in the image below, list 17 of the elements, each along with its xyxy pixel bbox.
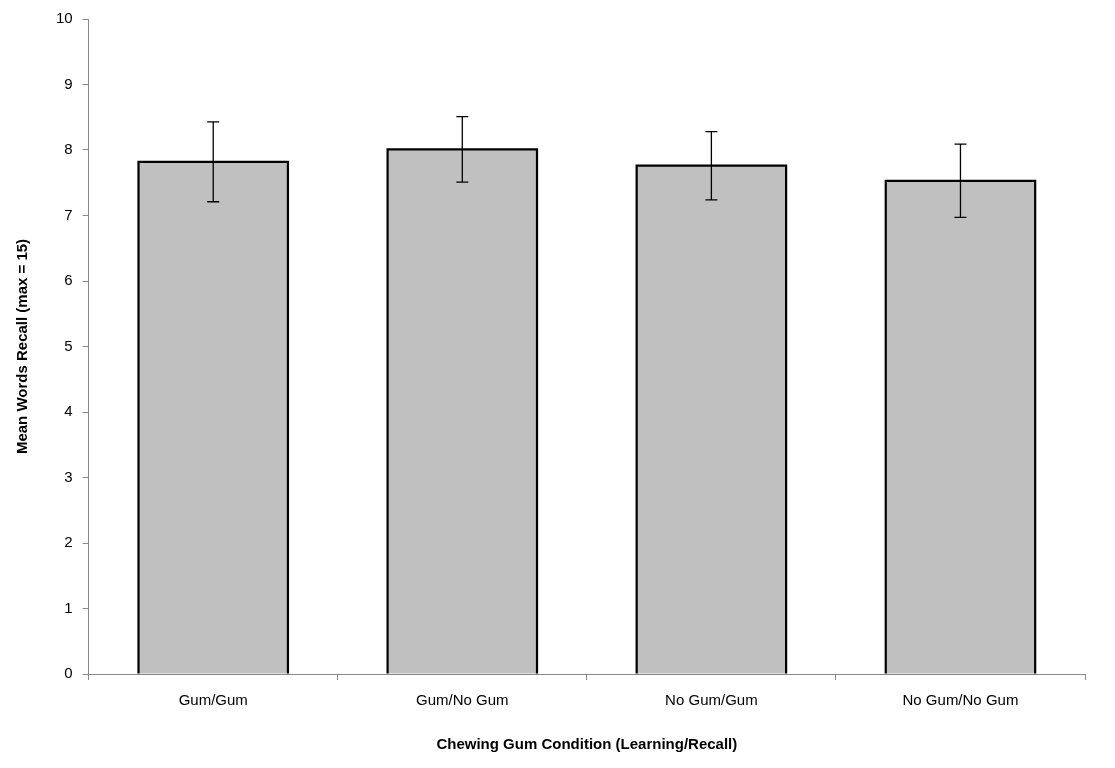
y-tick-label: 10	[56, 9, 73, 27]
y-tick-label: 1	[64, 598, 73, 616]
y-tick-label: 5	[64, 336, 73, 354]
x-axis-title: Chewing Gum Condition (Learning/Recall)	[436, 735, 738, 753]
x-tick-label: No Gum/Gum	[665, 691, 758, 709]
y-tick-label: 9	[64, 74, 73, 92]
x-tick-label: No Gum/No Gum	[902, 691, 1019, 709]
y-tick-label: 2	[64, 533, 73, 551]
y-axis-title: Mean Words Recall (max = 15)	[13, 238, 31, 455]
y-tick-label: 4	[64, 402, 73, 420]
y-tick-label: 3	[64, 467, 73, 485]
x-tick-label: Gum/No Gum	[416, 691, 509, 709]
y-tick-label: 6	[64, 271, 73, 289]
y-tick-label: 7	[64, 205, 73, 223]
x-tick-label: Gum/Gum	[178, 691, 248, 709]
y-tick-label: 0	[64, 664, 73, 682]
y-tick-label: 8	[64, 140, 73, 158]
